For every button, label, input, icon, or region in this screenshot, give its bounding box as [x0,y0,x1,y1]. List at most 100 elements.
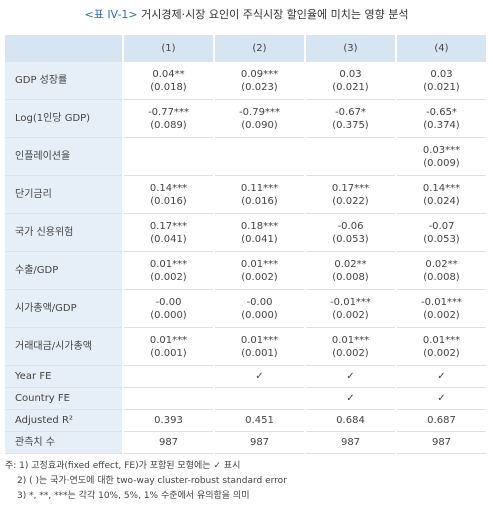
table-cell: ✓ [214,365,306,388]
column-header: (3) [305,35,397,62]
coefficient: 0.01*** [149,334,188,346]
standard-error: (0.002) [241,271,278,283]
standard-error: (0.089) [150,119,187,131]
coefficient: 0.03*** [422,144,461,156]
coefficient: -0.00 [155,296,182,308]
table-cell: -0.00 (0.000) [214,289,306,328]
coefficient: -0.79*** [239,106,280,118]
table-cell: 0.02** (0.008) [396,251,488,290]
row-label: Country FE [5,387,124,410]
standard-error: (0.002) [332,347,369,359]
coefficient: 0.17*** [331,182,370,194]
title: <표 IV-1> 거시경제·시장 요인이 주식시장 할인율에 미치는 영향 분석 [0,6,493,22]
table-row: Log(1인당 GDP) -0.77*** (0.089) -0.79*** (0.09… [5,99,488,138]
standard-error: (0.374) [423,119,460,131]
table-cell [214,387,306,410]
table-cell: 0.01*** (0.002) [214,251,306,290]
table-row: 거래대금/시가총액 0.01*** (0.001) 0.01*** (0.001) 0.0… [5,327,488,366]
cell-value: ✓ [346,371,355,382]
coefficient: -0.06 [337,220,364,232]
cell-value: 987 [340,437,361,448]
coefficient: 0.04** [152,68,185,80]
standard-error: (0.009) [423,157,460,169]
standard-error: (0.002) [423,309,460,321]
table-cell: 0.01*** (0.001) [123,327,215,366]
coefficient: 0.01*** [240,334,279,346]
table-cell: 0.14*** (0.016) [123,175,215,214]
table-cell: -0.01*** (0.002) [396,289,488,328]
table-cell: 0.02** (0.008) [305,251,397,290]
row-label: 인플레이션율 [5,137,124,176]
table-row: 인플레이션율 0.03*** (0.009) [5,137,488,176]
table-cell: 0.01*** (0.002) [396,327,488,366]
table-cell [123,137,215,176]
cell-value: 0.451 [245,415,274,426]
table-cell: 987 [396,431,488,454]
table-row: GDP 성장률 0.04** (0.018) 0.09*** (0.023) 0.03 (0… [5,62,488,100]
standard-error: (0.053) [423,233,460,245]
standard-error: (0.023) [241,81,278,93]
table-cell: 0.03 (0.021) [305,62,397,100]
table-cell: -0.01*** (0.002) [305,289,397,328]
coefficient: 0.01*** [149,258,188,270]
coefficient: 0.09*** [240,68,279,80]
coefficient: 0.02** [334,258,367,270]
coefficient: -0.65* [426,106,457,118]
cell-value: 987 [249,437,270,448]
table-cell: 0.03 (0.021) [396,62,488,100]
cell-value: 0.684 [336,415,365,426]
table-cell: 0.14*** (0.024) [396,175,488,214]
table-cell: -0.00 (0.000) [123,289,215,328]
table-cell: 0.18*** (0.041) [214,213,306,252]
row-label: 단기금리 [5,175,124,214]
table-number: <표 IV-1> [84,8,138,21]
header-row: (1) (2) (3) (4) [5,35,488,62]
standard-error: (0.041) [150,233,187,245]
standard-error: (0.053) [332,233,369,245]
coefficient: -0.77*** [148,106,189,118]
table-cell [305,137,397,176]
column-header: (2) [214,35,306,62]
table-row: 국가 신용위험 0.17*** (0.041) 0.18*** (0.041) -0.06… [5,213,488,252]
standard-error: (0.024) [423,195,460,207]
table-row: Year FE ✓ ✓ ✓ [5,365,488,388]
row-label: 시가총액/GDP [5,289,124,328]
coefficient: -0.01*** [421,296,462,308]
table-row: 수출/GDP 0.01*** (0.002) 0.01*** (0.002) 0.02**… [5,251,488,290]
cell-value: 0.687 [427,415,456,426]
cell-value: 987 [431,437,452,448]
row-label: GDP 성장률 [5,62,124,100]
table-row: Adjusted R² 0.393 0.451 0.684 0.687 [5,409,488,432]
table-cell [123,365,215,388]
cell-value: ✓ [346,393,355,404]
table-cell: -0.67* (0.375) [305,99,397,138]
table-cell: 0.01*** (0.001) [214,327,306,366]
table-cell: 0.04** (0.018) [123,62,215,100]
coefficient: 0.18*** [240,220,279,232]
coefficient: 0.14*** [149,182,188,194]
row-label: Log(1인당 GDP) [5,99,124,138]
coefficient: 0.01*** [422,334,461,346]
table-cell: -0.65* (0.374) [396,99,488,138]
row-label: 수출/GDP [5,251,124,290]
standard-error: (0.000) [241,309,278,321]
table-cell: 0.11*** (0.016) [214,175,306,214]
table-cell: 987 [123,431,215,454]
table-cell: 0.01*** (0.002) [305,327,397,366]
table-cell: ✓ [305,387,397,410]
table-cell: 0.17*** (0.022) [305,175,397,214]
standard-error: (0.016) [150,195,187,207]
title-text: 거시경제·시장 요인이 주식시장 할인율에 미치는 영향 분석 [141,8,409,21]
table-cell: 0.684 [305,409,397,432]
table-cell: -0.79*** (0.090) [214,99,306,138]
standard-error: (0.018) [150,81,187,93]
standard-error: (0.002) [150,271,187,283]
table-row: Country FE ✓ ✓ [5,387,488,410]
standard-error: (0.016) [241,195,278,207]
table-cell [123,387,215,410]
row-label: Adjusted R² [5,409,124,432]
header-blank [5,35,124,62]
coefficient: -0.01*** [330,296,371,308]
table-cell: 0.451 [214,409,306,432]
